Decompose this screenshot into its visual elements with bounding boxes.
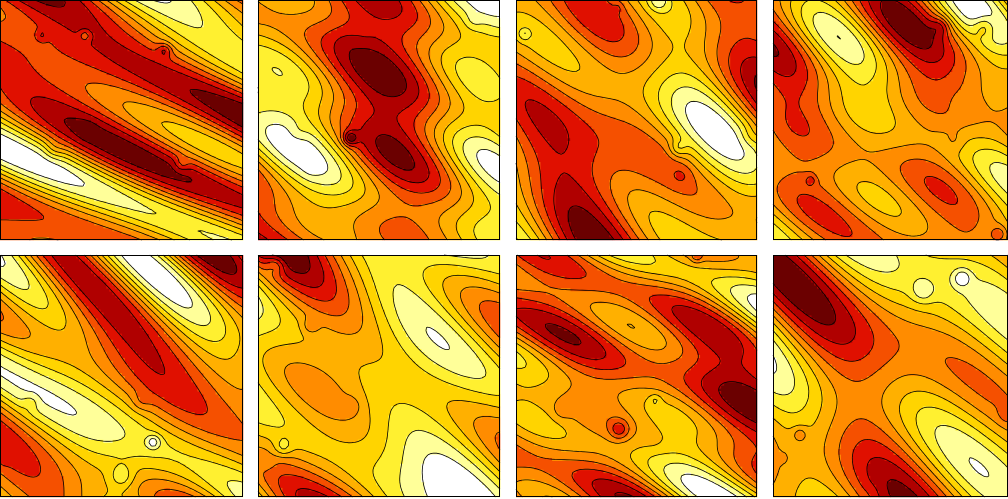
contour-fill [0, 0, 244, 220]
contour-fill [773, 255, 1008, 498]
contour-fill [258, 255, 340, 498]
contour-fill [681, 294, 758, 498]
contour-fill [197, 255, 238, 274]
contour-fill [51, 255, 244, 374]
contour-fill [952, 0, 991, 19]
contour-fill [773, 255, 1008, 498]
contour-fill [684, 102, 746, 160]
contour-fill [814, 0, 1008, 193]
contour-fill [258, 0, 440, 241]
contour-line [772, 254, 1008, 498]
contour-fill [773, 0, 959, 238]
contour-panel [515, 0, 758, 241]
contour-fill [421, 327, 495, 498]
contour-panel [257, 0, 501, 241]
contour-fill [567, 75, 758, 241]
contour-line [772, 0, 1008, 241]
contour-panel [257, 254, 501, 498]
contour-fill [258, 0, 501, 196]
contour-fill [0, 255, 192, 446]
contour-fill [258, 255, 501, 498]
contour-fill [663, 285, 758, 498]
contour-fill [261, 255, 325, 498]
contour-line [257, 0, 501, 241]
contour-fill [773, 255, 1008, 498]
contour-fill [773, 0, 1008, 241]
contour-panel [772, 0, 1008, 241]
contour-fill [516, 0, 758, 241]
contour-fill [773, 255, 1008, 498]
contour-fill [0, 255, 244, 498]
contour-fill [516, 255, 758, 498]
contour-fill [516, 255, 758, 498]
contour-fill [516, 0, 758, 241]
contour-fill [279, 255, 310, 274]
panel-frame [258, 0, 500, 240]
contour-fill [348, 48, 416, 172]
contour-fill [651, 0, 758, 175]
contour-fill [773, 0, 935, 58]
contour-fill [773, 0, 944, 76]
contour-fill [258, 255, 501, 498]
contour-fill [258, 0, 501, 241]
contour-fill [258, 0, 431, 241]
panel-frame [258, 255, 500, 497]
contour-fill [773, 0, 1008, 241]
contour-fill [773, 0, 1003, 241]
panel-frame [516, 0, 757, 240]
contour-fill [39, 0, 244, 184]
contour-fill [0, 255, 244, 498]
contour-fill [546, 324, 758, 498]
contour-fill [773, 255, 1008, 498]
contour-panel [0, 0, 244, 241]
contour-fill [258, 255, 501, 498]
contour-panel [772, 254, 1008, 498]
panel-frame [516, 255, 757, 497]
contour-panel [515, 254, 758, 498]
contour-fill [773, 255, 1008, 498]
contour-line [515, 254, 758, 498]
contour-fill [516, 0, 758, 241]
contour-fill [516, 255, 758, 498]
contour-fill [525, 57, 758, 241]
panel-frame [0, 0, 243, 240]
panel-frame [0, 255, 243, 497]
contour-panel [0, 254, 244, 498]
contour-fill [21, 0, 244, 208]
